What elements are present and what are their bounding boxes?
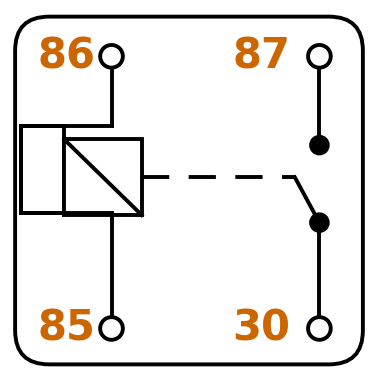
Text: 86: 86 — [38, 35, 96, 77]
Text: 87: 87 — [232, 35, 290, 77]
FancyBboxPatch shape — [15, 17, 363, 364]
Bar — [21, 126, 64, 213]
Circle shape — [308, 45, 331, 68]
Circle shape — [311, 215, 328, 231]
Bar — [64, 139, 142, 215]
Circle shape — [311, 137, 328, 154]
Text: 30: 30 — [232, 307, 290, 349]
Circle shape — [100, 45, 123, 68]
Circle shape — [100, 317, 123, 340]
Circle shape — [308, 317, 331, 340]
Text: 85: 85 — [38, 307, 96, 349]
